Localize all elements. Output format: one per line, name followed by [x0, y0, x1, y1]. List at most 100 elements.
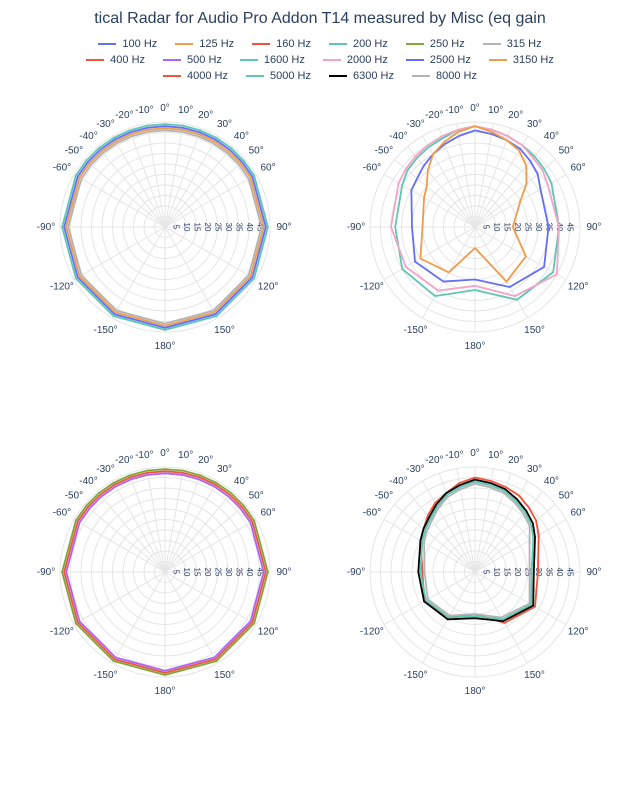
- legend-item[interactable]: 160 Hz: [252, 38, 311, 50]
- svg-text:10: 10: [492, 568, 501, 577]
- svg-text:20°: 20°: [198, 455, 213, 466]
- legend-item[interactable]: 6300 Hz: [329, 70, 394, 82]
- svg-text:50°: 50°: [249, 146, 264, 157]
- legend-item[interactable]: 8000 Hz: [412, 70, 477, 82]
- svg-text:-40°: -40°: [79, 476, 97, 487]
- svg-text:-10°: -10°: [135, 105, 153, 116]
- svg-text:150°: 150°: [524, 325, 545, 336]
- legend-label: 500 Hz: [187, 54, 222, 66]
- svg-text:-10°: -10°: [445, 450, 463, 461]
- legend-label: 6300 Hz: [353, 70, 394, 82]
- svg-text:-150°: -150°: [93, 325, 117, 336]
- legend-label: 315 Hz: [507, 38, 542, 50]
- svg-text:-20°: -20°: [115, 110, 133, 121]
- svg-text:40: 40: [245, 223, 254, 232]
- svg-text:40: 40: [245, 568, 254, 577]
- legend-item[interactable]: 500 Hz: [163, 54, 222, 66]
- legend-item[interactable]: 4000 Hz: [163, 70, 228, 82]
- svg-text:-50°: -50°: [65, 146, 83, 157]
- svg-text:90°: 90°: [276, 222, 291, 233]
- svg-text:150°: 150°: [524, 670, 545, 681]
- legend-item[interactable]: 315 Hz: [483, 38, 542, 50]
- svg-text:90°: 90°: [586, 567, 601, 578]
- legend-label: 400 Hz: [110, 54, 145, 66]
- svg-text:150°: 150°: [214, 670, 235, 681]
- legend-swatch: [406, 43, 424, 45]
- svg-text:50°: 50°: [559, 146, 574, 157]
- legend-label: 2000 Hz: [347, 54, 388, 66]
- svg-text:30: 30: [224, 223, 233, 232]
- svg-text:-40°: -40°: [389, 476, 407, 487]
- svg-text:20°: 20°: [508, 110, 523, 121]
- svg-text:-50°: -50°: [375, 146, 393, 157]
- svg-text:-150°: -150°: [403, 325, 427, 336]
- svg-text:40°: 40°: [234, 131, 249, 142]
- polar-chart-3: 0°10°20°30°40°50°60°90°120°150°180°-150°…: [20, 442, 310, 707]
- svg-text:-20°: -20°: [425, 110, 443, 121]
- svg-text:15: 15: [503, 223, 512, 232]
- svg-text:-120°: -120°: [50, 282, 74, 293]
- svg-text:45: 45: [566, 568, 575, 577]
- legend-swatch: [252, 43, 270, 45]
- legend-swatch: [98, 43, 116, 45]
- polar-chart-2: 0°10°20°30°40°50°60°90°120°150°180°-150°…: [330, 97, 620, 362]
- legend-item[interactable]: 2000 Hz: [323, 54, 388, 66]
- svg-text:-10°: -10°: [135, 450, 153, 461]
- svg-text:60°: 60°: [260, 163, 275, 174]
- svg-text:20: 20: [513, 568, 522, 577]
- legend-label: 125 Hz: [199, 38, 234, 50]
- legend-swatch: [86, 59, 104, 61]
- svg-text:-150°: -150°: [403, 670, 427, 681]
- legend-item[interactable]: 1600 Hz: [240, 54, 305, 66]
- svg-text:-90°: -90°: [37, 222, 55, 233]
- svg-text:0°: 0°: [160, 103, 170, 114]
- svg-text:180°: 180°: [465, 341, 486, 352]
- svg-text:-40°: -40°: [389, 131, 407, 142]
- svg-text:60°: 60°: [260, 508, 275, 519]
- legend-swatch: [329, 75, 347, 77]
- svg-text:30: 30: [534, 223, 543, 232]
- svg-text:-40°: -40°: [79, 131, 97, 142]
- legend-swatch: [489, 59, 507, 61]
- legend-item[interactable]: 2500 Hz: [406, 54, 471, 66]
- svg-text:-90°: -90°: [347, 222, 365, 233]
- svg-text:180°: 180°: [155, 686, 176, 697]
- svg-text:20°: 20°: [198, 110, 213, 121]
- legend-item[interactable]: 250 Hz: [406, 38, 465, 50]
- svg-text:40°: 40°: [544, 131, 559, 142]
- svg-text:35: 35: [235, 568, 244, 577]
- legend-label: 250 Hz: [430, 38, 465, 50]
- legend-item[interactable]: 100 Hz: [98, 38, 157, 50]
- legend-item[interactable]: 3150 Hz: [489, 54, 554, 66]
- svg-text:180°: 180°: [155, 341, 176, 352]
- svg-text:10°: 10°: [178, 105, 193, 116]
- legend-item[interactable]: 400 Hz: [86, 54, 145, 66]
- svg-text:30°: 30°: [217, 119, 232, 130]
- svg-text:40: 40: [555, 568, 564, 577]
- svg-text:10°: 10°: [488, 450, 503, 461]
- svg-text:5: 5: [172, 225, 181, 230]
- legend-label: 4000 Hz: [187, 70, 228, 82]
- legend-label: 3150 Hz: [513, 54, 554, 66]
- legend-item[interactable]: 5000 Hz: [246, 70, 311, 82]
- svg-text:-10°: -10°: [445, 105, 463, 116]
- svg-text:15: 15: [193, 568, 202, 577]
- legend-item[interactable]: 200 Hz: [329, 38, 388, 50]
- svg-text:20°: 20°: [508, 455, 523, 466]
- svg-text:-50°: -50°: [65, 491, 83, 502]
- svg-text:-30°: -30°: [96, 119, 114, 130]
- legend-swatch: [406, 59, 424, 61]
- svg-text:30°: 30°: [527, 464, 542, 475]
- svg-text:60°: 60°: [570, 163, 585, 174]
- svg-text:-90°: -90°: [347, 567, 365, 578]
- legend-swatch: [412, 75, 430, 77]
- svg-text:-90°: -90°: [37, 567, 55, 578]
- svg-text:120°: 120°: [568, 627, 589, 638]
- svg-text:-120°: -120°: [50, 627, 74, 638]
- svg-text:50°: 50°: [559, 491, 574, 502]
- legend-swatch: [163, 75, 181, 77]
- legend-label: 1600 Hz: [264, 54, 305, 66]
- svg-text:25: 25: [214, 223, 223, 232]
- legend-item[interactable]: 125 Hz: [175, 38, 234, 50]
- svg-text:-150°: -150°: [93, 670, 117, 681]
